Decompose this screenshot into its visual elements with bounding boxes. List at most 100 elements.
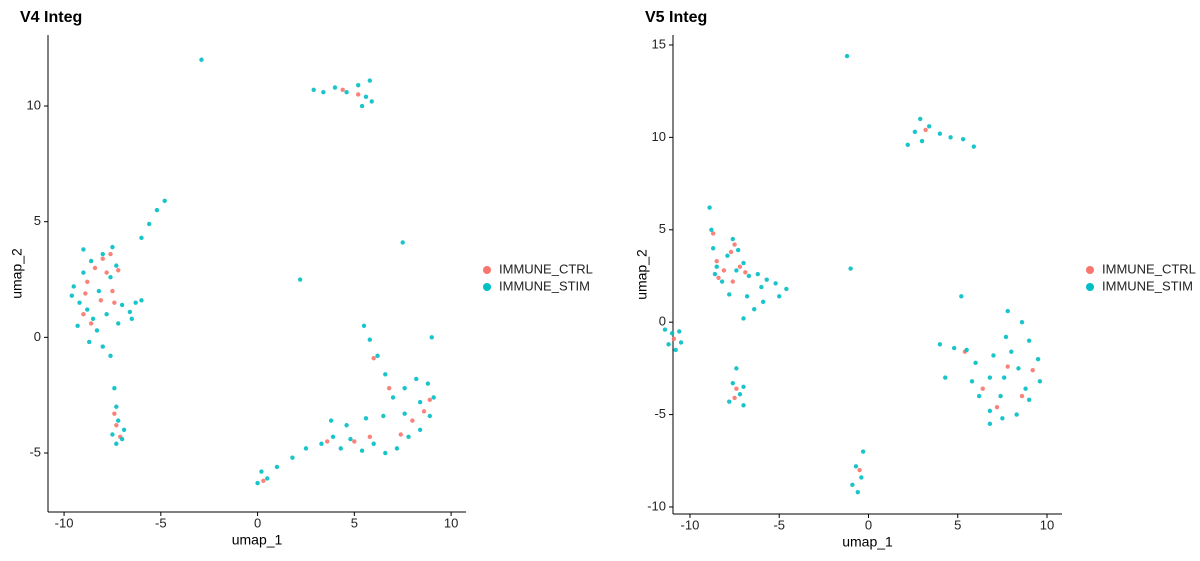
y-axis-title: umap_2: [9, 248, 25, 299]
point: [730, 236, 736, 242]
point: [714, 264, 719, 269]
point: [261, 478, 266, 483]
point: [1023, 386, 1028, 391]
point: [371, 355, 376, 361]
point: [976, 393, 982, 399]
point: [85, 279, 90, 285]
point: [1005, 308, 1010, 314]
y-tick-label: 5: [34, 213, 41, 228]
y-tick-label: -10: [647, 498, 666, 513]
point: [154, 207, 160, 213]
point: [199, 57, 204, 62]
point: [90, 316, 96, 322]
point: [81, 270, 86, 275]
point: [363, 416, 369, 421]
point: [402, 386, 407, 391]
point: [303, 446, 309, 451]
legend-label: IMMUNE_STIM: [1102, 278, 1193, 293]
point: [994, 404, 1000, 410]
point: [969, 379, 975, 384]
point: [712, 271, 718, 277]
point: [108, 353, 113, 359]
point: [677, 329, 682, 334]
point: [948, 135, 953, 140]
point: [112, 411, 117, 416]
point: [104, 312, 109, 317]
point: [88, 321, 94, 326]
point: [330, 434, 336, 440]
chart-title: V4 Integ: [20, 9, 82, 26]
point: [127, 309, 133, 315]
x-tick-label: -10: [681, 517, 700, 532]
x-tick-label: 10: [444, 515, 458, 530]
point: [348, 436, 353, 442]
y-tick-label: 5: [659, 221, 666, 236]
point: [297, 277, 303, 282]
point: [129, 316, 134, 322]
point: [100, 256, 105, 261]
point: [1000, 416, 1005, 421]
y-tick-label: 0: [34, 329, 41, 344]
chart-title: V5 Integ: [645, 9, 707, 26]
point: [850, 482, 855, 488]
y-tick-label: 0: [659, 314, 666, 329]
point: [759, 284, 764, 290]
point: [987, 375, 993, 380]
x-tick-label: -10: [55, 515, 74, 530]
point: [980, 386, 985, 391]
point: [1026, 397, 1032, 402]
point: [728, 249, 734, 255]
point: [727, 399, 732, 404]
point: [735, 247, 741, 253]
point: [356, 82, 361, 88]
point: [402, 411, 407, 416]
point: [406, 434, 411, 440]
point: [359, 103, 365, 109]
point: [410, 418, 415, 423]
point: [94, 328, 100, 333]
point: [162, 198, 167, 204]
point: [671, 336, 677, 342]
point: [114, 423, 119, 428]
point: [110, 288, 115, 294]
point: [383, 450, 388, 456]
point: [369, 99, 374, 104]
point: [71, 284, 76, 289]
point: [386, 386, 392, 391]
point: [414, 376, 419, 382]
point: [1014, 412, 1019, 417]
point: [746, 273, 752, 279]
point: [427, 397, 433, 403]
point: [714, 258, 719, 264]
point: [730, 380, 736, 386]
x-axis-title: umap_1: [842, 534, 893, 550]
point: [666, 342, 671, 347]
point: [734, 386, 739, 391]
point: [960, 137, 966, 142]
point: [394, 446, 400, 451]
point: [398, 432, 403, 437]
point: [367, 78, 373, 83]
point: [100, 251, 105, 257]
point: [951, 345, 957, 351]
point: [669, 331, 675, 336]
point: [1016, 366, 1021, 371]
point: [987, 408, 993, 414]
point: [104, 270, 109, 275]
point: [119, 302, 125, 308]
x-tick-label: 10: [1040, 517, 1054, 532]
point: [716, 275, 721, 281]
y-tick-label: 15: [652, 36, 666, 51]
point: [340, 87, 345, 93]
point: [147, 221, 152, 227]
point: [912, 129, 918, 135]
point: [959, 294, 964, 299]
point: [1003, 334, 1009, 340]
point: [710, 231, 716, 236]
point: [1019, 319, 1025, 325]
point: [92, 265, 98, 271]
point: [265, 476, 270, 481]
point: [139, 298, 144, 303]
point: [737, 392, 743, 397]
